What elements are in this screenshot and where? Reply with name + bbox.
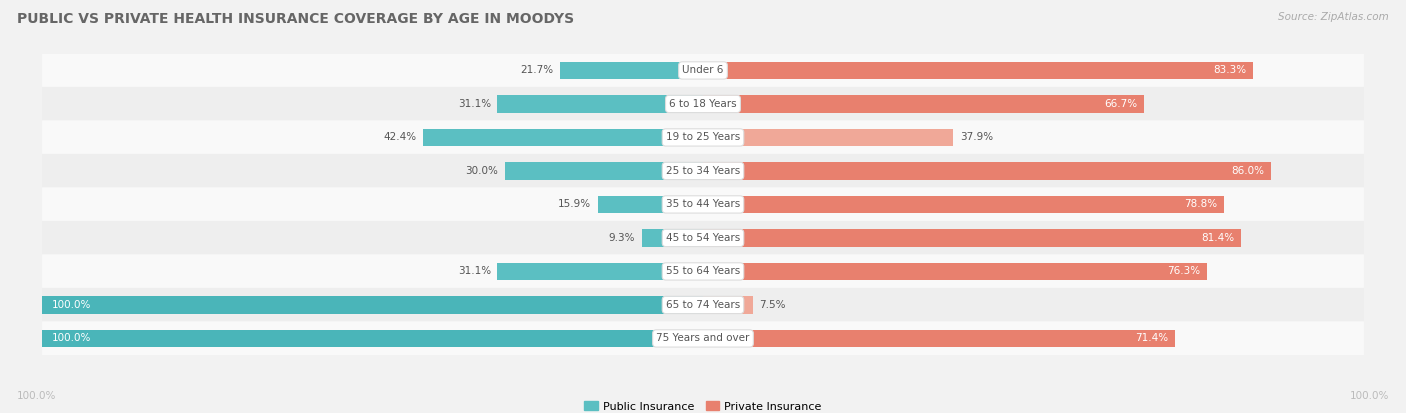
Bar bbox=[42, 296, 703, 313]
FancyBboxPatch shape bbox=[42, 154, 1364, 188]
Text: 42.4%: 42.4% bbox=[382, 133, 416, 142]
Text: 9.3%: 9.3% bbox=[609, 233, 636, 243]
Text: 100.0%: 100.0% bbox=[52, 333, 91, 344]
Text: 86.0%: 86.0% bbox=[1232, 166, 1264, 176]
FancyBboxPatch shape bbox=[42, 188, 1364, 221]
Bar bbox=[703, 129, 953, 146]
Bar bbox=[703, 62, 1254, 79]
Legend: Public Insurance, Private Insurance: Public Insurance, Private Insurance bbox=[579, 396, 827, 413]
Text: 55 to 64 Years: 55 to 64 Years bbox=[666, 266, 740, 276]
FancyBboxPatch shape bbox=[42, 321, 1364, 356]
Text: 37.9%: 37.9% bbox=[960, 133, 993, 142]
Text: 25 to 34 Years: 25 to 34 Years bbox=[666, 166, 740, 176]
Bar bbox=[498, 263, 703, 280]
FancyBboxPatch shape bbox=[42, 53, 1364, 88]
Bar bbox=[42, 330, 703, 347]
Text: 21.7%: 21.7% bbox=[520, 65, 553, 76]
Text: 75 Years and over: 75 Years and over bbox=[657, 333, 749, 344]
FancyBboxPatch shape bbox=[42, 87, 1364, 121]
Bar bbox=[703, 95, 1143, 113]
Text: 83.3%: 83.3% bbox=[1213, 65, 1247, 76]
Text: 19 to 25 Years: 19 to 25 Years bbox=[666, 133, 740, 142]
Text: 15.9%: 15.9% bbox=[558, 199, 592, 209]
Text: 81.4%: 81.4% bbox=[1201, 233, 1234, 243]
Bar bbox=[703, 296, 752, 313]
Text: 71.4%: 71.4% bbox=[1135, 333, 1168, 344]
Text: 35 to 44 Years: 35 to 44 Years bbox=[666, 199, 740, 209]
Text: 66.7%: 66.7% bbox=[1104, 99, 1137, 109]
FancyBboxPatch shape bbox=[42, 221, 1364, 255]
FancyBboxPatch shape bbox=[42, 288, 1364, 322]
Text: 7.5%: 7.5% bbox=[759, 300, 786, 310]
Bar bbox=[703, 196, 1223, 213]
Bar bbox=[505, 162, 703, 180]
Text: 100.0%: 100.0% bbox=[17, 391, 56, 401]
Bar bbox=[703, 162, 1271, 180]
Text: 100.0%: 100.0% bbox=[52, 300, 91, 310]
Text: 6 to 18 Years: 6 to 18 Years bbox=[669, 99, 737, 109]
Text: 76.3%: 76.3% bbox=[1167, 266, 1201, 276]
Bar bbox=[703, 330, 1175, 347]
Text: 31.1%: 31.1% bbox=[458, 99, 491, 109]
Text: 100.0%: 100.0% bbox=[1350, 391, 1389, 401]
Text: 30.0%: 30.0% bbox=[465, 166, 498, 176]
Text: 45 to 54 Years: 45 to 54 Years bbox=[666, 233, 740, 243]
FancyBboxPatch shape bbox=[42, 254, 1364, 289]
Text: PUBLIC VS PRIVATE HEALTH INSURANCE COVERAGE BY AGE IN MOODYS: PUBLIC VS PRIVATE HEALTH INSURANCE COVER… bbox=[17, 12, 574, 26]
Text: Under 6: Under 6 bbox=[682, 65, 724, 76]
Bar bbox=[703, 263, 1208, 280]
Bar bbox=[641, 229, 703, 247]
Bar bbox=[560, 62, 703, 79]
Bar bbox=[703, 229, 1241, 247]
FancyBboxPatch shape bbox=[42, 120, 1364, 154]
Text: 65 to 74 Years: 65 to 74 Years bbox=[666, 300, 740, 310]
Bar bbox=[598, 196, 703, 213]
Bar bbox=[498, 95, 703, 113]
Text: 78.8%: 78.8% bbox=[1184, 199, 1218, 209]
Text: 31.1%: 31.1% bbox=[458, 266, 491, 276]
Text: Source: ZipAtlas.com: Source: ZipAtlas.com bbox=[1278, 12, 1389, 22]
Bar bbox=[423, 129, 703, 146]
